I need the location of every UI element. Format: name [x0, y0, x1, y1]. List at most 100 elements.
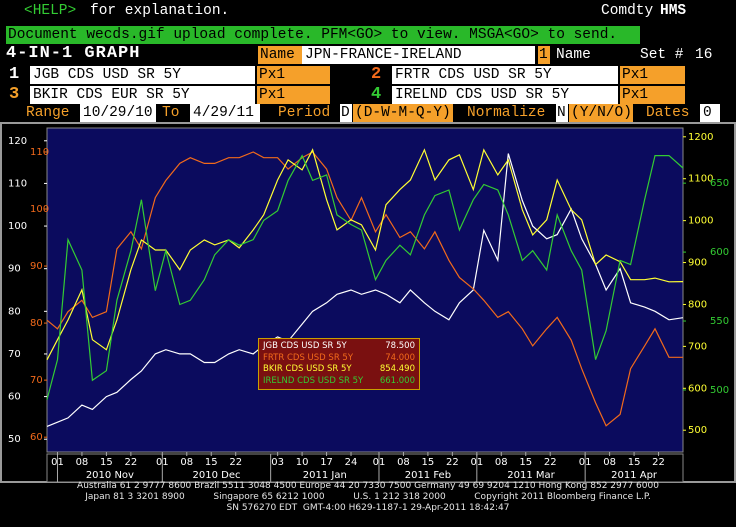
- tooltip-row: BKIR CDS USD SR 5Y 854.490: [263, 364, 415, 376]
- help-text: for explanation.: [90, 3, 230, 19]
- x-tick-label: 10: [296, 457, 309, 468]
- price-field[interactable]: Px1: [620, 66, 685, 84]
- price-field[interactable]: Px1: [257, 66, 330, 84]
- security-index: 4: [371, 85, 382, 104]
- series-line: [46, 153, 684, 427]
- status-message: Document wecds.gif upload complete. PFM<…: [6, 26, 640, 44]
- normalize-field[interactable]: N: [556, 104, 568, 122]
- x-tick-label: 08: [180, 457, 193, 468]
- y-tick-label: 80: [30, 318, 43, 329]
- y-tick-label: 100: [8, 221, 27, 232]
- brand: HMS: [660, 3, 687, 19]
- name-option-label: Name: [556, 47, 591, 63]
- x-axis-strip: [46, 453, 684, 483]
- x-tick-label: 08: [603, 457, 616, 468]
- y-tick-label: 500: [710, 385, 729, 396]
- set-value: 16: [695, 47, 713, 63]
- x-tick-label: 15: [100, 457, 113, 468]
- tooltip-row: JGB CDS USD SR 5Y 78.500: [263, 341, 415, 353]
- x-tick-label: 15: [205, 457, 218, 468]
- x-tick-label: 22: [544, 457, 557, 468]
- normalize-options: (Y/N/O): [569, 104, 633, 122]
- help-key[interactable]: <HELP>: [24, 3, 77, 19]
- x-tick-label: 08: [495, 457, 508, 468]
- tooltip-row: IRELND CDS USD SR 5Y 661.000: [263, 376, 415, 388]
- y-tick-label: 80: [8, 306, 21, 317]
- y-tick-label: 110: [30, 147, 49, 158]
- range-label: Range: [26, 105, 70, 121]
- x-tick-label: 03: [271, 457, 284, 468]
- name-label: Name: [258, 46, 302, 64]
- x-group-label: 2011 Feb: [405, 470, 451, 481]
- x-tick-label: 08: [397, 457, 410, 468]
- y-tick-label: 100: [30, 204, 49, 215]
- security-field[interactable]: BKIR CDS EUR SR 5Y: [30, 86, 255, 104]
- x-tick-label: 17: [320, 457, 333, 468]
- tooltip-name: JGB CDS USD SR 5Y: [263, 341, 347, 351]
- x-tick-label: 22: [446, 457, 459, 468]
- set-label: Set #: [640, 47, 684, 63]
- tooltip-value: 854.490: [379, 364, 415, 374]
- tooltip: JGB CDS USD SR 5Y 78.500 FRTR CDS USD SR 5…: [258, 338, 420, 390]
- security-index: 3: [9, 85, 20, 104]
- start-date[interactable]: 10/29/10: [80, 104, 156, 122]
- security-field[interactable]: IRELND CDS USD SR 5Y: [392, 86, 618, 104]
- function-name: Comdty: [601, 3, 654, 19]
- x-tick-label: 15: [519, 457, 532, 468]
- x-group-label: 2011 Mar: [507, 470, 555, 481]
- tooltip-value: 78.500: [385, 341, 415, 351]
- dates-field[interactable]: 0: [700, 104, 720, 122]
- security-index: 1: [9, 65, 20, 84]
- security-field[interactable]: JGB CDS USD SR 5Y: [30, 66, 255, 84]
- series-line: [46, 151, 683, 427]
- y-tick-label: 600: [688, 383, 707, 394]
- name-option[interactable]: 1: [538, 46, 550, 64]
- name-field[interactable]: JPN-FRANCE-IRELAND: [302, 46, 535, 64]
- x-group-label: 2011 Jan: [303, 470, 347, 481]
- tooltip-value: 661.000: [379, 375, 415, 386]
- y-tick-label: 120: [8, 136, 27, 147]
- series-line: [46, 154, 684, 400]
- tooltip-name: FRTR CDS USD SR 5Y: [263, 352, 354, 363]
- screen-title: 4-IN-1 GRAPH: [6, 44, 141, 63]
- x-tick-label: 22: [652, 457, 665, 468]
- x-tick-label: 22: [125, 457, 138, 468]
- period-field[interactable]: D: [340, 104, 352, 122]
- footer-line: Australia 61 2 9777 8600 Brazil 5511 304…: [77, 481, 659, 491]
- y-tick-label: 900: [688, 258, 707, 269]
- to-label: To: [162, 105, 180, 121]
- x-tick-label: 15: [628, 457, 641, 468]
- y-tick-label: 1200: [688, 132, 713, 143]
- y-tick-label: 70: [8, 349, 21, 360]
- footer-line: SN 576270 EDT GMT-4:00 H629-1187-1 29-Ap…: [226, 503, 510, 513]
- price-field[interactable]: Px1: [620, 86, 685, 104]
- y-tick-label: 110: [8, 178, 27, 189]
- end-date[interactable]: 4/29/11: [190, 104, 260, 122]
- security-field[interactable]: FRTR CDS USD SR 5Y: [392, 66, 618, 84]
- y-tick-label: 60: [30, 432, 43, 443]
- y-tick-label: 500: [688, 425, 707, 436]
- x-group-label: 2011 Apr: [611, 470, 658, 481]
- chart: 01 08 15 22 01 08 15 22 03 10 17 24 01 08 15 22 01 08 15 22…: [0, 122, 736, 483]
- tooltip-name: IRELND CDS USD SR 5Y: [263, 375, 364, 386]
- y-tick-label: 90: [30, 261, 43, 272]
- x-tick-label: 08: [76, 457, 89, 468]
- security-index: 2: [371, 65, 382, 84]
- x-tick-label: 15: [422, 457, 435, 468]
- price-field[interactable]: Px1: [257, 86, 330, 104]
- y-tick-label: 800: [688, 299, 707, 310]
- x-tick-label: 24: [345, 457, 358, 468]
- period-label: Period: [278, 105, 331, 121]
- tooltip-value: 74.000: [385, 352, 415, 363]
- y-tick-label: 700: [688, 341, 707, 352]
- footer-line: Japan 81 3 3201 8900 Singapore 65 6212 1…: [85, 492, 651, 502]
- y-tick-label: 60: [8, 392, 21, 403]
- period-options: (D-W-M-Q-Y): [353, 104, 453, 122]
- x-tick-label: 22: [229, 457, 242, 468]
- y-tick-label: 90: [8, 264, 21, 275]
- series-line: [46, 148, 684, 361]
- tooltip-name: BKIR CDS USD SR 5Y: [263, 364, 352, 374]
- y-tick-label: 1000: [688, 216, 713, 227]
- dates-label: Dates: [646, 105, 690, 121]
